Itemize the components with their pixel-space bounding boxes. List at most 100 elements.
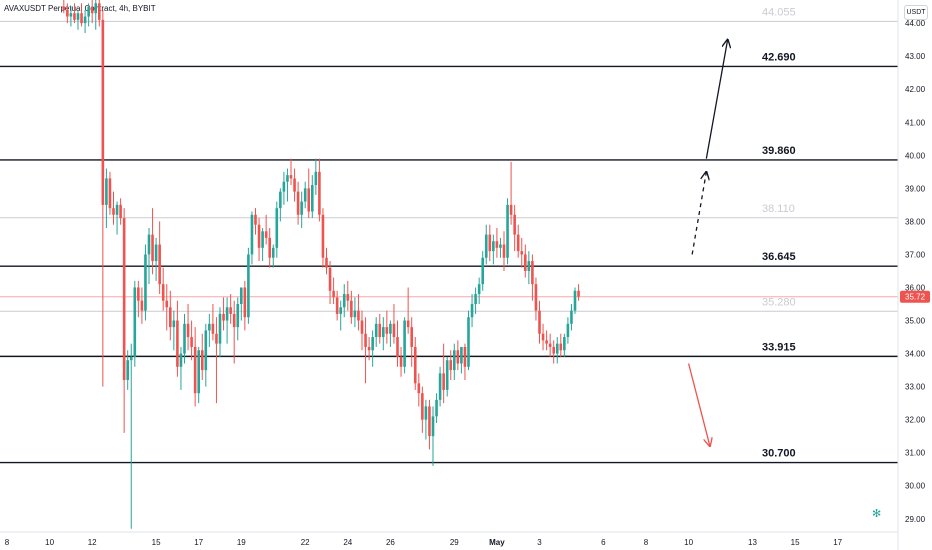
candle-body	[318, 171, 321, 215]
time-axis-label: 15	[791, 538, 800, 547]
candle-body	[293, 178, 296, 192]
candle-body	[257, 224, 261, 248]
candle-body	[382, 327, 385, 338]
candle-body	[172, 320, 176, 328]
candle-body	[385, 327, 389, 334]
time-axis-label: May	[489, 538, 505, 547]
symbol-title: AVAXUSDT Perpetual Contract, 4h, BYBIT	[4, 4, 156, 13]
time-axis-label: 17	[194, 538, 203, 547]
candle-body	[98, 3, 101, 20]
candle-body	[417, 383, 421, 394]
candle-body	[431, 416, 435, 437]
candle-body	[413, 346, 417, 384]
candle-body	[62, 6, 66, 10]
candle-body	[137, 287, 140, 301]
time-axis-label: 17	[833, 538, 842, 547]
time-axis-label: 13	[748, 538, 757, 547]
candle-body	[389, 323, 392, 334]
candle-body	[325, 257, 328, 268]
candle-body	[367, 346, 371, 351]
candle-body	[346, 294, 350, 301]
up-projection-arrow	[691, 172, 706, 255]
candle-body	[144, 254, 147, 311]
current-price-tag: 35.72	[900, 290, 930, 303]
candle-body	[108, 178, 112, 209]
candle-body	[218, 313, 222, 344]
candle-body	[396, 337, 399, 357]
candle-body	[296, 191, 300, 215]
level-label: 38.110	[762, 203, 795, 215]
candle-body	[484, 234, 488, 258]
candle-body	[261, 231, 264, 248]
price-axis-label: 43.00	[905, 52, 926, 61]
candle-body	[534, 284, 538, 311]
candle-body	[215, 333, 218, 344]
candle-body	[492, 241, 495, 252]
price-axis[interactable]: 29.00 30.00 31.00 32.00 33.00 34.00 35.00 36.00…	[905, 19, 926, 524]
candle-body	[271, 247, 275, 258]
candle-body	[176, 320, 179, 367]
price-axis-label: 39.00	[905, 184, 926, 193]
candle-body	[179, 353, 183, 367]
candle-body	[516, 234, 520, 252]
price-axis-label: 37.00	[905, 250, 926, 259]
candle-body	[520, 251, 524, 255]
candle-body	[247, 254, 250, 318]
candle-body	[570, 310, 573, 324]
candle-body	[563, 337, 566, 351]
time-axis[interactable]: 8 10 12 15 17 19 22 24 26 29 May 3 6 8 10 13 15 17	[5, 538, 843, 547]
candle-body	[183, 323, 186, 354]
candle-body	[83, 16, 87, 24]
candle-body	[126, 360, 129, 380]
candle-body	[151, 234, 154, 262]
candle-body	[467, 317, 470, 367]
candle-body	[531, 261, 534, 285]
candle-body	[350, 300, 353, 318]
candle-body	[147, 234, 151, 255]
candle-body	[442, 373, 445, 390]
time-axis-label: 8	[644, 538, 649, 547]
candle-body	[264, 231, 268, 238]
candle-body	[410, 327, 413, 347]
time-axis-label: 3	[537, 538, 542, 547]
candle-body	[169, 307, 172, 328]
candlesticks	[62, 0, 580, 529]
price-tag-label: 35.72	[905, 293, 926, 302]
candle-body	[541, 333, 545, 341]
price-axis-label: 33.00	[905, 383, 926, 392]
candle-body	[559, 343, 563, 351]
price-axis-label: 35.00	[905, 317, 926, 326]
candle-body	[339, 307, 342, 314]
candle-body	[321, 214, 325, 258]
time-axis-label: 22	[301, 538, 310, 547]
time-axis-label: 19	[237, 538, 246, 547]
price-axis-label: 30.00	[905, 482, 926, 491]
price-axis-label: 41.00	[905, 118, 926, 127]
candle-body	[470, 304, 474, 318]
candle-body	[105, 178, 108, 205]
candle-body	[129, 356, 133, 361]
candle-body	[435, 399, 438, 417]
candle-body	[211, 323, 215, 334]
candle-body	[289, 175, 293, 179]
candle-body	[502, 244, 506, 258]
candle-body	[112, 208, 115, 215]
price-tag-box	[900, 290, 930, 303]
candle-body	[481, 257, 484, 285]
candle-body	[353, 310, 357, 318]
candle-body	[186, 323, 190, 338]
time-axis-label: 12	[88, 538, 97, 547]
settings-icon[interactable]: ✻	[872, 508, 882, 520]
candle-body	[140, 300, 144, 311]
candle-body	[275, 208, 279, 248]
candle-body	[286, 175, 289, 182]
candle-body	[87, 6, 90, 17]
candle-body	[69, 13, 73, 17]
currency-selector-button[interactable]: USDT	[904, 5, 928, 20]
candle-body	[360, 320, 364, 334]
candle-body	[222, 313, 225, 321]
time-axis-label: 26	[386, 538, 395, 547]
candle-body	[66, 9, 69, 17]
candle-body	[197, 350, 200, 394]
